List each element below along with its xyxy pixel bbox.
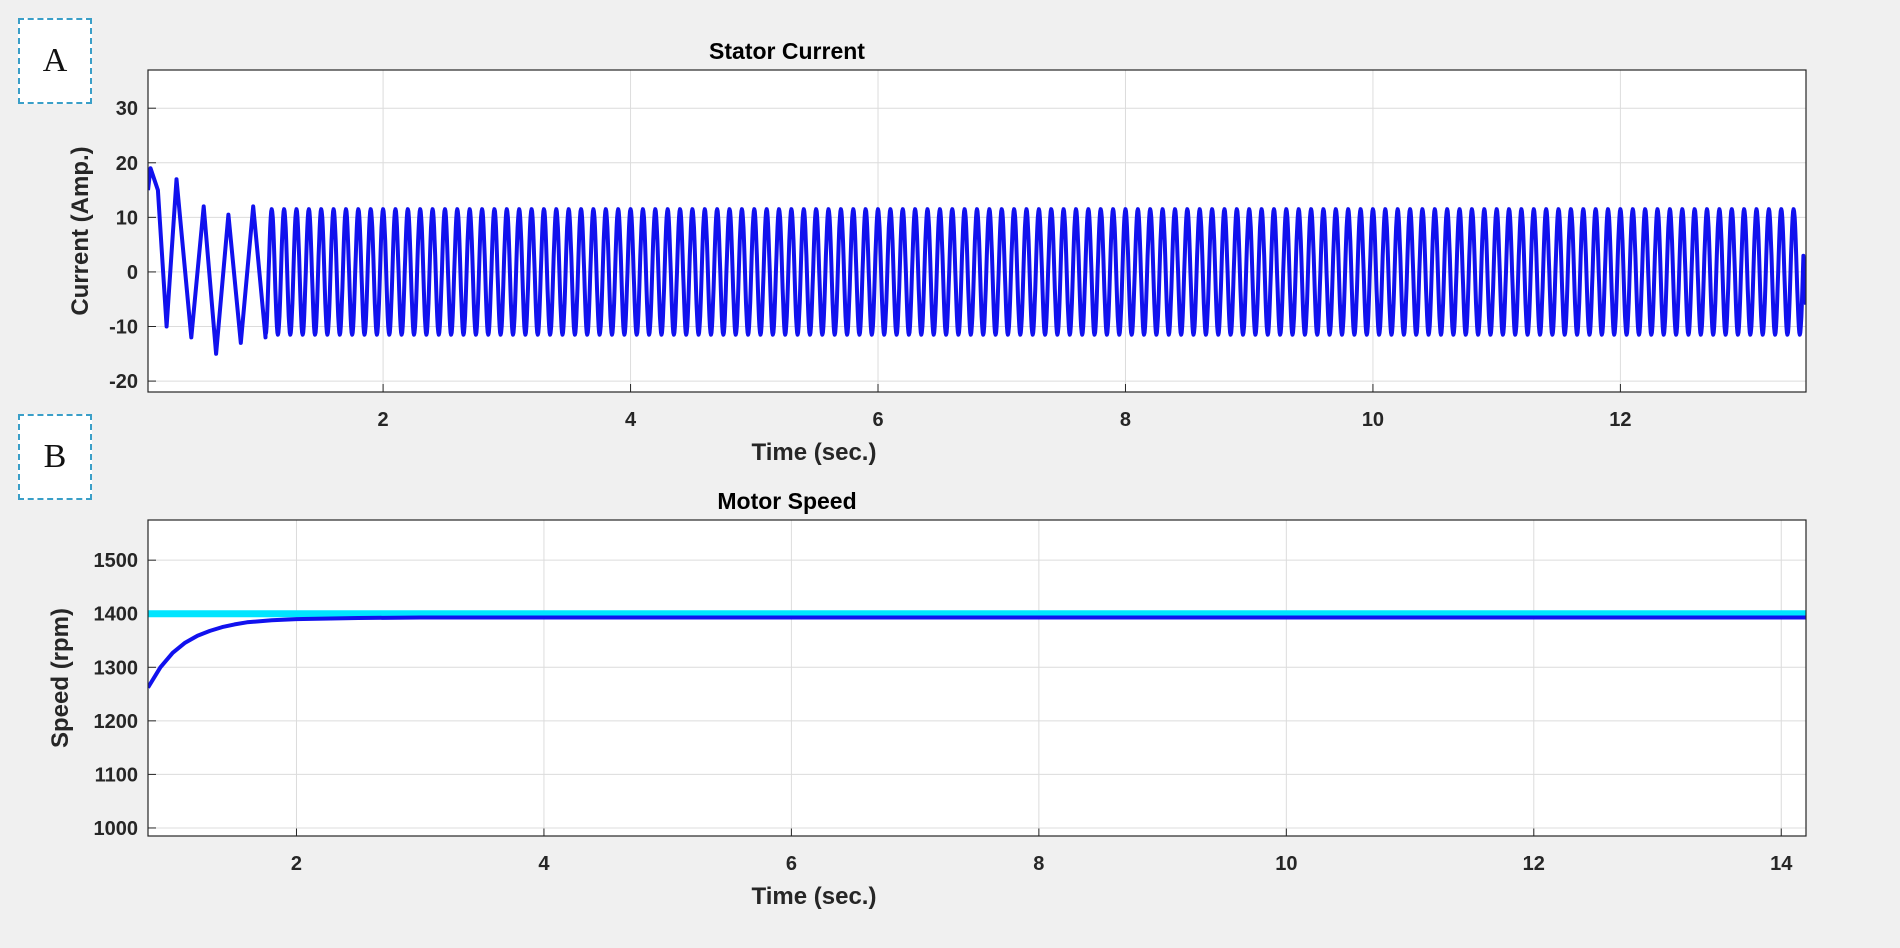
- x-tick-label: 6: [786, 853, 797, 875]
- x-tick-label: 8: [1033, 853, 1044, 875]
- y-tick-label: 1300: [94, 657, 139, 679]
- y-axis-label: Speed (rpm): [47, 608, 74, 748]
- axes-border: [147, 519, 1807, 837]
- x-tick-label: 12: [1609, 409, 1631, 431]
- speed-series-line: [148, 615, 1806, 689]
- x-tick-label: 6: [872, 409, 883, 431]
- y-tick-label: 1500: [94, 550, 139, 572]
- x-tick-label: 12: [1523, 853, 1545, 875]
- y-tick-label: 20: [116, 153, 138, 175]
- y-tick-label: 1400: [94, 604, 139, 626]
- panel-label-b: B: [18, 414, 92, 500]
- chart-title: Motor Speed: [717, 488, 856, 514]
- stator-current-plot: 2 4 6 8 10 12 -20 -10 0 10 20 30 Stator Current Time …: [67, 38, 1807, 466]
- y-tick-label: 1200: [94, 711, 139, 733]
- x-tick-label: 10: [1275, 853, 1297, 875]
- x-tick-label: 2: [291, 853, 302, 875]
- x-tick-label: 8: [1120, 409, 1131, 431]
- y-tick-label: 1100: [95, 764, 138, 786]
- panel-label-a: A: [18, 18, 92, 104]
- current-series-line: [148, 166, 1806, 356]
- y-axis-label: Current (Amp.): [67, 146, 94, 315]
- x-tick-label: 14: [1770, 853, 1793, 875]
- x-tick-label: 4: [538, 853, 550, 875]
- x-axis-label: Time (sec.): [752, 439, 877, 466]
- x-tick-label: 2: [378, 409, 389, 431]
- y-tick-label: 0: [127, 262, 138, 284]
- y-tick-label: 30: [116, 98, 138, 120]
- y-tick-label: -10: [109, 317, 138, 339]
- x-axis-label: Time (sec.): [752, 883, 877, 910]
- x-tick-label: 10: [1362, 409, 1384, 431]
- chart-title: Stator Current: [709, 38, 865, 64]
- y-tick-label: 10: [116, 207, 138, 229]
- y-tick-label: 1000: [94, 818, 139, 840]
- y-tick-label: -20: [109, 371, 138, 393]
- axes-border: [147, 69, 1807, 393]
- axes-background: [148, 520, 1806, 836]
- x-tick-label: 4: [625, 409, 637, 431]
- motor-speed-plot: 2 4 6 8 10 12 14 1000 1100 1200 1300 1400 1500 Motor …: [47, 488, 1807, 910]
